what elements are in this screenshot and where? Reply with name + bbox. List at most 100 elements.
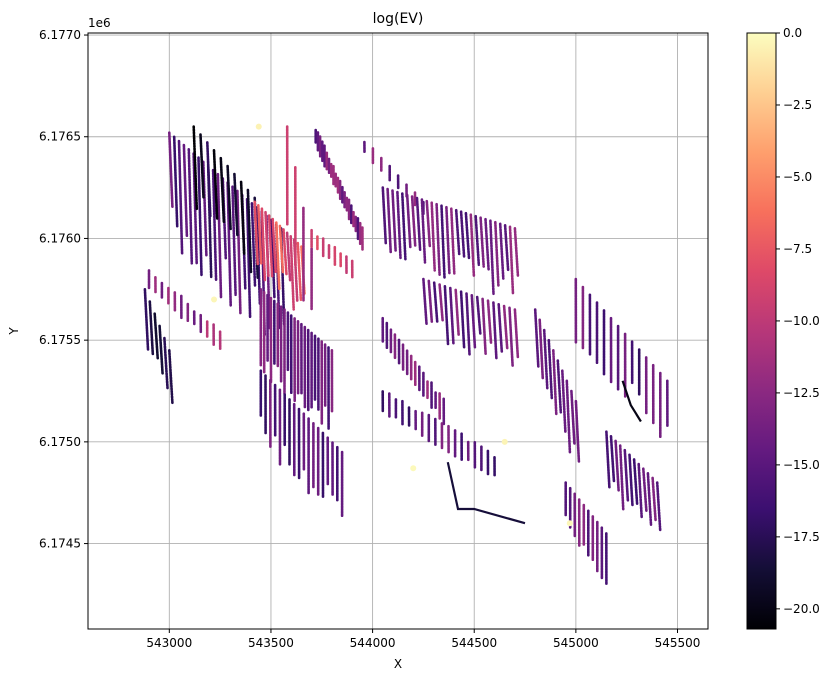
- x-tick-label: 543000: [146, 636, 192, 650]
- x-tick-label: 543500: [248, 636, 294, 650]
- colorbar: 0.0 −2.5 −5.0 −7.5 −10.0 −12.5 −15.0 −17.5 −20.0: [746, 26, 820, 630]
- survey-line: [427, 279, 434, 323]
- survey-line: [289, 235, 296, 311]
- survey-line: [211, 168, 218, 282]
- y-tick-label: 6.1755: [39, 333, 81, 347]
- survey-line: [459, 210, 466, 259]
- survey-line-group: [253, 200, 306, 311]
- survey-line: [614, 439, 620, 492]
- survey-line: [219, 156, 226, 224]
- survey-line: [270, 218, 276, 299]
- survey-line: [405, 193, 412, 249]
- survey-line: [481, 297, 487, 356]
- survey-line: [168, 131, 174, 208]
- survey-line-group: [564, 481, 608, 586]
- survey-line: [628, 453, 634, 508]
- survey-line: [547, 338, 554, 400]
- survey-traverse: [621, 380, 642, 423]
- grid-lines: [88, 33, 708, 629]
- survey-line: [425, 199, 432, 248]
- survey-line: [233, 172, 239, 237]
- survey-line: [435, 202, 441, 277]
- colorbar-tick-label: −17.5: [783, 530, 820, 544]
- survey-line: [479, 216, 486, 268]
- y-tick-label: 6.1760: [39, 231, 81, 245]
- high-value-point: [410, 465, 417, 472]
- x-tick-label: 545000: [553, 636, 599, 650]
- survey-line: [400, 192, 407, 261]
- survey-line: [560, 369, 567, 434]
- survey-line: [574, 399, 581, 463]
- survey-line: [655, 481, 662, 532]
- survey-line: [508, 225, 515, 296]
- survey-line: [163, 336, 169, 390]
- y-tick-label: 6.1745: [39, 537, 81, 551]
- survey-line: [226, 164, 232, 231]
- survey-line: [542, 328, 549, 390]
- high-value-point: [501, 438, 508, 445]
- colorbar-tick-label: −5.0: [783, 170, 812, 184]
- survey-line: [565, 379, 572, 454]
- survey-line: [420, 198, 427, 264]
- colorbar-tick-label: −20.0: [783, 602, 820, 616]
- survey-line: [470, 293, 477, 349]
- survey-line: [199, 133, 205, 199]
- survey-line: [641, 467, 648, 513]
- survey-line: [637, 462, 644, 519]
- survey-line: [551, 348, 558, 416]
- survey-line: [246, 188, 253, 274]
- high-value-point: [255, 123, 262, 130]
- survey-line-group: [143, 287, 174, 405]
- survey-line: [448, 286, 455, 345]
- survey-line: [236, 189, 242, 315]
- survey-line: [239, 180, 246, 255]
- survey-line: [264, 210, 270, 278]
- colorbar-tick-label: −10.0: [783, 314, 820, 328]
- survey-line: [267, 214, 274, 278]
- y-tick-label: 6.1765: [39, 130, 81, 144]
- colorbar-ticks: 0.0 −2.5 −5.0 −7.5 −10.0 −12.5 −15.0 −17.5 −20.0: [776, 26, 820, 616]
- survey-line-group: [605, 430, 662, 532]
- survey-line: [538, 318, 545, 381]
- survey-line: [143, 287, 150, 351]
- x-tick-label: 545500: [655, 636, 701, 650]
- survey-line-group: [314, 128, 364, 251]
- colorbar-gradient: [747, 33, 776, 629]
- survey-line: [391, 189, 397, 252]
- survey-line: [513, 308, 520, 360]
- survey-line: [646, 471, 653, 527]
- survey-line: [168, 348, 174, 405]
- survey-line: [182, 143, 189, 238]
- colorbar-frame: [746, 32, 777, 630]
- y-axis-label: Y: [7, 327, 21, 336]
- survey-line: [459, 290, 466, 349]
- x-tick-label: 544000: [350, 636, 396, 650]
- high-value-point: [566, 520, 573, 527]
- survey-line: [623, 448, 630, 503]
- survey-line: [469, 213, 476, 278]
- survey-line: [250, 202, 257, 287]
- survey-line-group: [310, 228, 354, 279]
- survey-line: [651, 476, 657, 522]
- survey-line: [474, 214, 481, 267]
- survey-line: [430, 201, 437, 272]
- colorbar-tick-label: −15.0: [783, 458, 820, 472]
- survey-line: [172, 135, 179, 228]
- survey-line: [274, 221, 281, 291]
- survey-line: [502, 304, 509, 350]
- survey-line: [177, 139, 184, 255]
- survey-line: [415, 196, 422, 251]
- chart-title: log(EV): [373, 11, 424, 27]
- survey-line: [454, 208, 461, 256]
- survey-line: [445, 205, 451, 275]
- survey-line-group: [285, 125, 313, 311]
- survey-line: [192, 125, 199, 211]
- survey-line: [260, 207, 267, 282]
- survey-line: [153, 312, 159, 360]
- survey-line: [570, 389, 576, 445]
- y-offset-label: 1e6: [88, 16, 111, 30]
- survey-line: [556, 359, 563, 414]
- survey-line-group: [574, 277, 669, 439]
- survey-line: [432, 281, 439, 323]
